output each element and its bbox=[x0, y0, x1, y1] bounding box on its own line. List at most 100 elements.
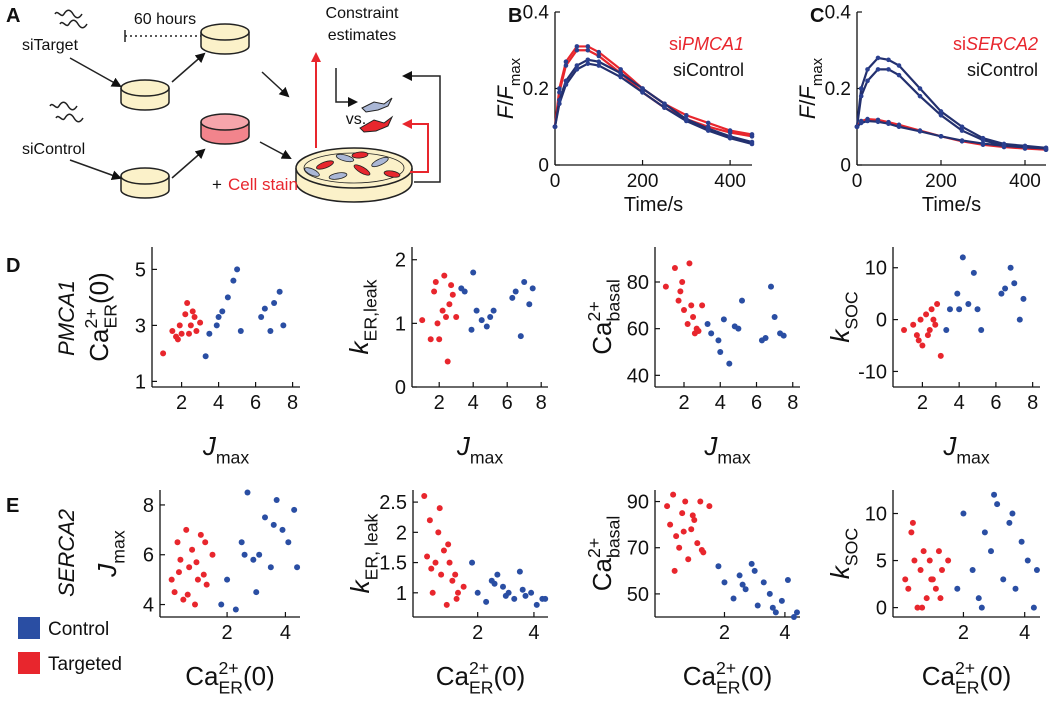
dish bbox=[120, 167, 170, 199]
data-point bbox=[483, 323, 490, 330]
data-point bbox=[526, 301, 533, 308]
data-point bbox=[720, 316, 727, 323]
data-point bbox=[901, 326, 908, 333]
data-point bbox=[960, 510, 967, 517]
data-point bbox=[908, 529, 915, 536]
y-axis-label: F/Fmax bbox=[493, 57, 524, 119]
data-point bbox=[519, 586, 526, 593]
x-tick-label: 2 bbox=[176, 392, 187, 414]
data-point bbox=[1011, 280, 1018, 287]
dish bbox=[200, 113, 250, 145]
data-point bbox=[917, 566, 924, 573]
data-point bbox=[596, 63, 602, 68]
data-point bbox=[187, 322, 194, 329]
data-point bbox=[276, 288, 283, 295]
data-point bbox=[911, 557, 918, 564]
data-point bbox=[193, 328, 200, 334]
data-point bbox=[917, 316, 924, 323]
data-point bbox=[258, 314, 265, 320]
label-part: max bbox=[956, 447, 990, 467]
cells bbox=[304, 151, 401, 180]
x-axis-label: Ca2+ ER(0) bbox=[922, 658, 1012, 697]
data-point bbox=[279, 526, 286, 533]
data-point bbox=[943, 326, 950, 333]
data-point bbox=[685, 556, 692, 563]
data-point bbox=[446, 559, 453, 566]
data-point bbox=[244, 489, 251, 496]
data-point bbox=[219, 308, 226, 315]
data-point bbox=[919, 342, 926, 349]
x-tick-label: 8 bbox=[287, 392, 298, 414]
data-point bbox=[784, 577, 791, 584]
data-point bbox=[585, 61, 591, 66]
y-axis-label: kER,leak bbox=[344, 279, 380, 354]
label-part: 2+ bbox=[584, 301, 604, 321]
y-tick-label: 0 bbox=[538, 156, 549, 177]
x-tick-label: 2 bbox=[434, 392, 445, 414]
arrow bbox=[402, 71, 441, 183]
x-tick-label: 4 bbox=[779, 622, 790, 644]
legend-swatch bbox=[18, 652, 40, 674]
data-point bbox=[673, 533, 680, 540]
data-point bbox=[445, 541, 452, 548]
data-point bbox=[618, 70, 623, 76]
label-part: basal bbox=[603, 516, 623, 558]
data-point bbox=[502, 592, 509, 599]
y-axis-label: Ca2+ER(0) bbox=[81, 272, 120, 362]
data-point bbox=[446, 301, 453, 308]
data-point bbox=[772, 609, 779, 616]
data-point bbox=[1024, 557, 1031, 564]
data-point bbox=[698, 547, 705, 554]
y-tick-label: 80 bbox=[627, 272, 649, 294]
legend-label: siControl bbox=[673, 60, 744, 80]
diagram-label: vs. bbox=[346, 111, 366, 128]
x-tick-label: 8 bbox=[787, 392, 798, 414]
label-part: 2+ bbox=[955, 658, 975, 678]
data-point bbox=[178, 330, 185, 337]
data-point bbox=[664, 503, 671, 510]
data-point bbox=[975, 595, 982, 602]
legend-swatch bbox=[18, 617, 40, 639]
arrow bbox=[69, 57, 122, 87]
data-point bbox=[896, 72, 902, 78]
data-point bbox=[739, 581, 746, 588]
x-axis-label: Time/s bbox=[624, 194, 683, 216]
x-axis-label: Jmax bbox=[456, 431, 504, 467]
x-tick-label: 400 bbox=[1009, 171, 1041, 192]
data-point bbox=[521, 279, 528, 285]
y-tick-label: 8 bbox=[143, 495, 154, 517]
data-point bbox=[197, 319, 204, 326]
data-point bbox=[708, 330, 715, 337]
data-point bbox=[771, 314, 778, 320]
data-point bbox=[426, 517, 433, 524]
data-point bbox=[902, 576, 909, 583]
data-point bbox=[435, 529, 442, 536]
data-point bbox=[697, 498, 704, 505]
y-axis-label: Ca2+basal bbox=[584, 516, 623, 592]
arrow bbox=[259, 141, 292, 159]
data-point bbox=[667, 521, 674, 528]
data-point bbox=[991, 491, 998, 498]
label-part: max bbox=[108, 530, 128, 564]
data-point bbox=[517, 333, 524, 340]
label-part: Time/s bbox=[624, 194, 683, 216]
arrow bbox=[335, 68, 358, 107]
data-point bbox=[213, 322, 220, 329]
data-point bbox=[923, 595, 930, 602]
data-point bbox=[529, 285, 536, 292]
data-point bbox=[186, 330, 192, 337]
data-point bbox=[748, 560, 755, 567]
data-point bbox=[596, 59, 602, 65]
data-point bbox=[618, 74, 623, 80]
y-tick-label: 1 bbox=[135, 371, 146, 393]
x-tick-label: 0 bbox=[852, 171, 863, 192]
data-point bbox=[180, 596, 187, 603]
sirna-squiggle bbox=[55, 113, 84, 123]
data-point bbox=[473, 307, 480, 314]
data-point bbox=[914, 604, 921, 611]
data-point bbox=[202, 353, 209, 360]
data-point bbox=[253, 589, 260, 596]
label-part: J bbox=[202, 431, 217, 461]
data-point bbox=[1000, 576, 1007, 583]
label-part: J bbox=[703, 431, 718, 461]
